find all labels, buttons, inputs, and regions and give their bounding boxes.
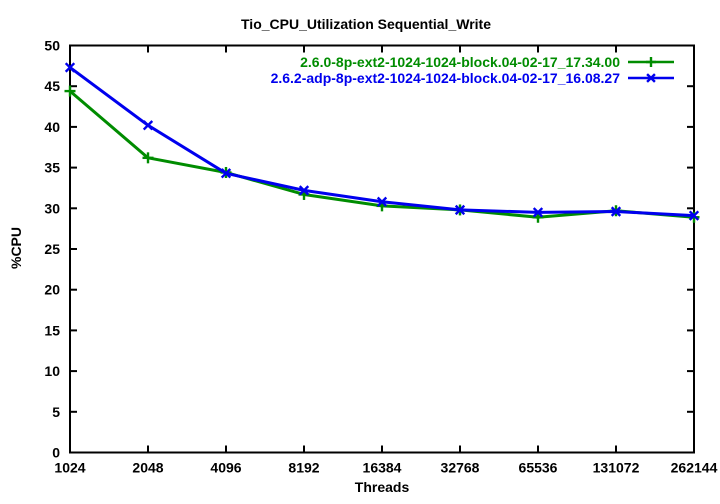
marker-cross	[220, 168, 232, 179]
marker-cross	[64, 62, 76, 73]
x-tick-label: 16384	[363, 460, 402, 476]
legend-sample-series-0	[628, 57, 674, 67]
plot-border	[69, 44, 695, 454]
y-tick-label: 20	[44, 282, 60, 298]
legend-sample-series-1	[628, 73, 674, 83]
x-tick-label: 32768	[441, 460, 480, 476]
y-tick-label: 30	[44, 200, 60, 216]
x-tick-label: 262144	[671, 460, 718, 476]
y-tick-label: 35	[44, 160, 60, 176]
x-tick-label: 8192	[288, 460, 319, 476]
x-tick-label: 4096	[210, 460, 241, 476]
marker-cross	[688, 210, 700, 221]
y-tick-label: 5	[52, 404, 60, 420]
series-line-0	[69, 89, 695, 219]
series-line-1	[69, 66, 695, 218]
marker-cross	[376, 196, 388, 207]
x-axis-label: Threads	[354, 479, 410, 495]
marker-cross	[646, 73, 656, 83]
y-tick-label: 40	[44, 119, 60, 135]
legend-label-series-1: 2.6.2-adp-8p-ext2-1024-1024-block.04-02-…	[270, 70, 620, 86]
legend-entry: 2.6.0-8p-ext2-1024-1024-block.04-02-17_1…	[271, 54, 674, 70]
y-tick-label: 45	[44, 78, 60, 94]
y-tick-label: 10	[44, 363, 60, 379]
y-tick-label: 0	[52, 445, 60, 461]
marker-cross	[142, 120, 154, 131]
x-tick-label: 65536	[519, 460, 558, 476]
x-tick-label: 1024	[54, 460, 85, 476]
y-tick-label: 25	[44, 241, 60, 257]
marker-cross	[610, 206, 622, 217]
legend-label-series-0: 2.6.0-8p-ext2-1024-1024-block.04-02-17_1…	[300, 54, 620, 70]
marker-cross	[298, 185, 310, 196]
legend: 2.6.0-8p-ext2-1024-1024-block.04-02-17_1…	[271, 54, 674, 86]
legend-entry: 2.6.2-adp-8p-ext2-1024-1024-block.04-02-…	[271, 70, 674, 86]
y-tick-label: 50	[44, 38, 60, 54]
x-tick-label: 2048	[132, 460, 163, 476]
marker-cross	[532, 207, 544, 218]
marker-cross	[454, 204, 466, 216]
y-tick-label: 15	[44, 322, 60, 338]
x-tick-label: 131072	[593, 460, 640, 476]
chart-title: Tio_CPU_Utilization Sequential_Write	[241, 16, 491, 32]
y-axis-label: %CPU	[8, 226, 24, 270]
